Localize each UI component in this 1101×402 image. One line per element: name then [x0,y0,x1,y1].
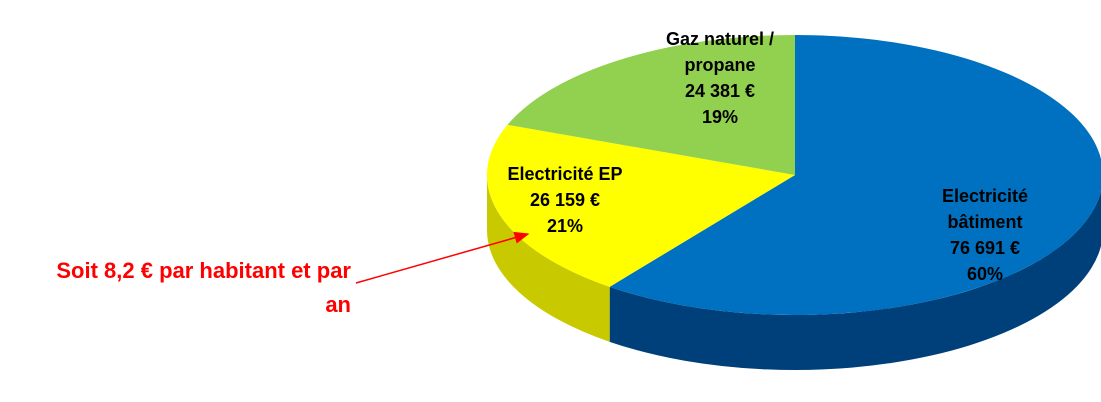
value-labels: 76 691 € [949,238,1021,258]
annotation: Soit 8,2 € par habitant et par an [56,258,351,317]
slice-label: Electricité EP 26 159 € 21% [490,161,640,239]
percent-labels: 19% [701,107,739,127]
percent-labels: 60% [966,264,1004,284]
annotation-arrow [355,231,530,284]
categories: Gaz naturel / propane [665,29,775,75]
slice [486,124,795,287]
slice-label: Gaz naturel / propane 24 381 € 19% [645,26,795,130]
percent-labels: 21% [546,216,584,236]
slice [507,35,795,175]
value-labels: 24 381 € [684,81,756,101]
slice-side [609,190,1101,370]
slice-side [487,175,610,342]
value-labels: 26 159 € [529,190,601,210]
categories: Electricité EP [507,164,623,184]
categories: Electricité bâtiment [941,186,1029,232]
slice [609,35,1101,315]
slice-label: Electricité bâtiment 76 691 € 60% [920,183,1050,287]
